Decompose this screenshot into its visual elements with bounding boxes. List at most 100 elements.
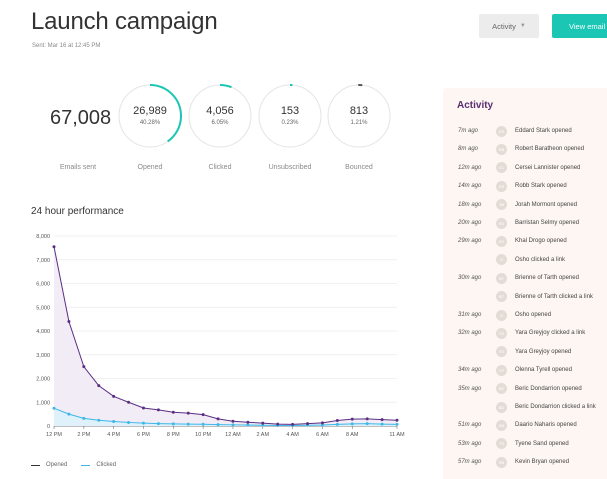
activity-text: Yara Greyjoy opened <box>515 348 572 355</box>
clicked-progress-ring <box>188 84 252 148</box>
ring-progress-arc <box>327 84 391 148</box>
activity-text: Cersei Lannister opened <box>515 164 581 171</box>
activity-item[interactable]: 32m ago YG Yara Greyjoy clicked a link <box>443 324 607 342</box>
clicked-point <box>365 422 369 426</box>
avatar: BS <box>496 217 507 229</box>
activity-time: 31m ago <box>458 312 482 318</box>
y-tick-label: 6,000 <box>36 282 50 288</box>
ring-progress-arc <box>188 84 252 148</box>
activity-item[interactable]: YG Yara Greyjoy opened <box>443 343 607 361</box>
avatar: RS <box>496 180 507 192</box>
avatar: YG <box>496 346 507 358</box>
activity-item[interactable]: 51m ago DN Daario Naharis opened <box>443 416 607 434</box>
activity-time: 14m ago <box>458 183 482 190</box>
performance-title: 24 hour performance <box>31 206 124 217</box>
clicked-point <box>201 422 205 426</box>
x-tick-label: 10 PM <box>195 432 211 438</box>
activity-item[interactable]: 20m ago BS Barristan Selmy opened <box>443 214 607 232</box>
clicked-point <box>186 422 190 426</box>
clicked-point <box>82 416 86 420</box>
activity-item[interactable]: 7m ago ES Eddard Stark opened <box>443 122 607 140</box>
opened-point <box>171 410 175 414</box>
avatar: BD <box>496 401 507 413</box>
bounced-value: 813 <box>349 105 369 117</box>
opened-point <box>306 422 310 426</box>
legend-clicked: Clicked <box>81 462 116 468</box>
view-email-button[interactable]: View email <box>552 14 607 38</box>
bounced-stat-circle: 813 1.21% <box>326 83 392 149</box>
opened-point <box>276 422 280 426</box>
opened-point <box>395 418 399 422</box>
clicked-area-fill <box>54 408 397 426</box>
legend-opened: Opened <box>31 462 67 468</box>
activity-item[interactable]: 12m ago CL Cersei Lannister opened <box>443 159 607 177</box>
activity-time: 34m ago <box>458 367 482 374</box>
activity-dropdown-label: Activity <box>492 21 516 31</box>
activity-item[interactable]: 8m ago RB Robert Baratheon opened <box>443 140 607 158</box>
opened-point <box>335 419 339 423</box>
avatar: BT <box>496 291 507 303</box>
opened-point <box>186 411 190 415</box>
clicked-point <box>52 406 56 410</box>
activity-item[interactable]: 35m ago BD Beric Dondarrion opened <box>443 380 607 398</box>
activity-item[interactable]: 57m ago KB Kevin Bryan opened <box>443 453 607 471</box>
avatar: TS <box>496 438 507 450</box>
activity-time: 7m ago <box>458 128 479 134</box>
clicked-point <box>380 422 384 426</box>
clicked-point <box>67 412 71 416</box>
activity-time: 12m ago <box>458 164 482 171</box>
activity-item[interactable]: 34m ago OT Olenna Tyrell opened <box>443 361 607 379</box>
activity-item[interactable]: O Osho clicked a link <box>443 251 607 269</box>
activity-item[interactable]: 30m ago BT Brienne of Tarth opened <box>443 269 607 287</box>
bounced-percent: 1.21% <box>350 120 368 126</box>
x-tick-label: 2 PM <box>77 432 90 438</box>
activity-item[interactable]: BD Beric Dondarrion clicked a link <box>443 398 607 416</box>
opened-point <box>156 408 160 412</box>
clicked-point <box>335 422 339 426</box>
activity-time: 30m ago <box>458 275 482 282</box>
activity-text: Kevin Bryan opened <box>515 459 570 466</box>
activity-item[interactable]: 29m ago KD Khal Drogo opened <box>443 232 607 250</box>
opened-point <box>82 365 86 369</box>
clicked-point <box>350 422 354 426</box>
opened-stat-circle: 26,989 40.28% <box>117 83 183 149</box>
activity-time: 51m ago <box>458 422 482 429</box>
y-tick-label: 5,000 <box>36 305 50 311</box>
opened-area-fill <box>54 246 397 426</box>
activity-item[interactable]: 31m ago O Osho opened <box>443 306 607 324</box>
unsubscribed-progress-ring <box>258 84 322 148</box>
opened-point <box>67 320 71 323</box>
x-tick-label: 4 AM <box>286 432 299 438</box>
activity-time: 57m ago <box>458 459 482 466</box>
sent-timestamp: Sent: Mar 16 at 12:45 PM <box>32 43 101 49</box>
activity-dropdown-button[interactable]: Activity ▼ <box>479 14 539 38</box>
activity-text: Beric Dondarrion clicked a link <box>515 404 596 410</box>
activity-item[interactable]: BT Brienne of Tarth clicked a link <box>443 288 607 306</box>
y-tick-label: 1,000 <box>36 400 50 406</box>
x-tick-label: 2 AM <box>257 432 270 438</box>
avatar: CL <box>496 162 507 174</box>
activity-item[interactable]: 53m ago TS Tyene Sand opened <box>443 435 607 453</box>
emails-sent-label: Emails sent <box>59 164 97 171</box>
avatar: O <box>496 309 507 321</box>
clicked-line <box>53 407 398 427</box>
x-tick-label: 4 PM <box>107 432 120 438</box>
activity-item[interactable]: 14m ago RS Robb Stark opened <box>443 177 607 195</box>
avatar: KB <box>496 456 507 468</box>
opened-point <box>201 413 205 417</box>
activity-item[interactable]: 18m ago JM Jorah Mormont opened <box>443 196 607 214</box>
activity-title: Activity <box>457 100 494 111</box>
activity-text: Eddard Stark opened <box>515 128 572 134</box>
opened-point <box>320 421 324 425</box>
y-tick-label: 7,000 <box>36 258 50 264</box>
clicked-point <box>395 422 399 426</box>
clicked-value: 4,056 <box>206 105 234 117</box>
unsubscribed-value: 153 <box>280 105 300 117</box>
opened-point <box>216 417 220 421</box>
avatar: BT <box>496 272 507 284</box>
clicked-point <box>156 422 160 426</box>
opened-progress-ring <box>118 84 182 148</box>
activity-text: Osho clicked a link <box>515 256 566 263</box>
activity-text: Robert Baratheon opened <box>515 146 585 153</box>
activity-time: 35m ago <box>458 385 482 392</box>
